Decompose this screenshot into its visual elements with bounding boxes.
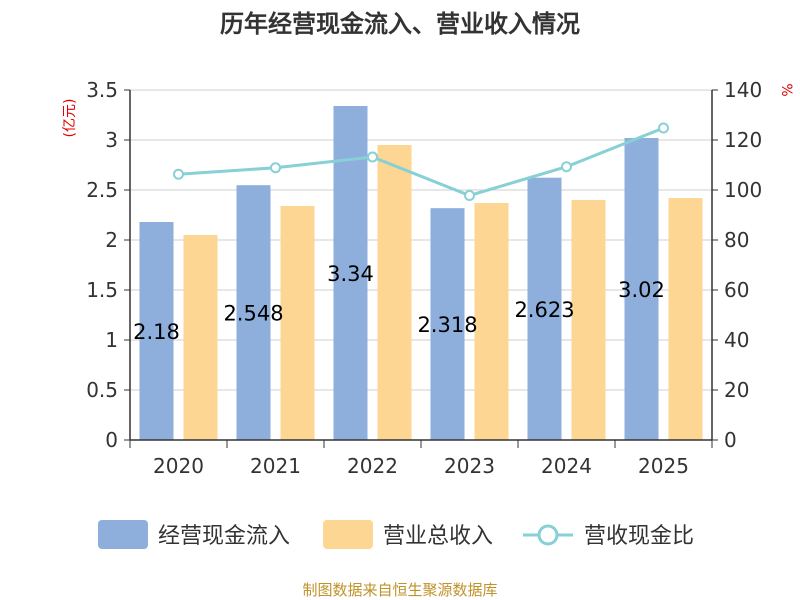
gridlines [130, 89, 712, 391]
data-label-cash-inflow: 2.548 [223, 302, 283, 326]
right-tick-label: 120 [724, 128, 762, 152]
right-tick-label: 0 [724, 428, 737, 452]
right-tick-label: 60 [724, 278, 749, 302]
bar-revenue [377, 145, 412, 440]
data-label-cash-inflow: 2.623 [514, 298, 574, 322]
ratio-point [658, 122, 669, 134]
source-note: 制图数据来自恒生聚源数据库 [302, 581, 497, 599]
left-tick-label: 2.5 [86, 178, 118, 202]
right-tick-label: 140 [724, 78, 762, 102]
data-label-cash-inflow: 2.318 [417, 313, 477, 337]
bar-revenue [571, 200, 606, 440]
legend-swatch-revenue [323, 520, 373, 549]
x-tick-label: 2023 [444, 454, 495, 478]
right-tick-label: 40 [724, 328, 749, 352]
bar-cash-inflow [624, 138, 659, 440]
left-tick-label: 0.5 [86, 378, 118, 402]
bar-cash-inflow [430, 208, 465, 440]
bar-cash-inflow [139, 222, 174, 440]
legend-label-revenue: 营业总收入 [383, 524, 493, 549]
x-tick-label: 2025 [638, 454, 689, 478]
right-tick-label: 100 [724, 178, 762, 202]
legend-label-cash-inflow: 经营现金流入 [158, 524, 290, 549]
left-tick-label: 1 [105, 328, 118, 352]
left-tick-label: 1.5 [86, 278, 118, 302]
legend: 经营现金流入 营业总收入 营收现金比 [98, 520, 694, 549]
axes: 0 0.5 1 1.5 2 2.5 3 3.5 0 20 40 60 80 100 120 140 2020 20… [86, 78, 762, 478]
bar-cash-inflow [236, 185, 271, 440]
left-tick-label: 0 [105, 428, 118, 452]
chart-title: 历年经营现金流入、营业收入情况 [220, 10, 580, 38]
legend-swatch-cash-inflow [98, 520, 148, 549]
data-label-cash-inflow: 3.34 [327, 262, 374, 286]
bars [139, 106, 703, 440]
bar-revenue [183, 235, 218, 440]
bar-revenue [474, 203, 509, 440]
right-axis-unit: % [778, 83, 794, 96]
ratio-line [173, 122, 669, 201]
ratio-point [464, 190, 475, 201]
legend-label-ratio: 营收现金比 [584, 524, 694, 549]
bar-cash-inflow [527, 177, 562, 440]
left-tick-label: 3 [105, 128, 118, 152]
bar-revenue [280, 206, 315, 440]
data-label-cash-inflow: 2.18 [133, 320, 180, 344]
data-label-cash-inflow: 3.02 [618, 278, 665, 302]
x-tick-label: 2020 [153, 454, 204, 478]
x-tick-label: 2024 [541, 454, 592, 478]
right-tick-label: 20 [724, 378, 749, 402]
x-tick-label: 2022 [347, 454, 398, 478]
legend-marker-ratio [537, 524, 559, 546]
ratio-line-path [178, 126, 665, 198]
left-tick-label: 3.5 [86, 78, 118, 102]
data-labels: 2.18 2.548 3.34 2.318 2.623 3.02 [133, 262, 665, 344]
ratio-point [173, 168, 184, 180]
ratio-point [270, 162, 281, 174]
x-tick-label: 2021 [250, 454, 301, 478]
bar-revenue [668, 198, 703, 440]
left-axis-unit: (亿元) [62, 99, 78, 138]
ratio-point [367, 151, 378, 163]
left-tick-label: 2 [105, 228, 118, 252]
right-tick-label: 80 [724, 228, 749, 252]
ratio-point [561, 161, 572, 173]
